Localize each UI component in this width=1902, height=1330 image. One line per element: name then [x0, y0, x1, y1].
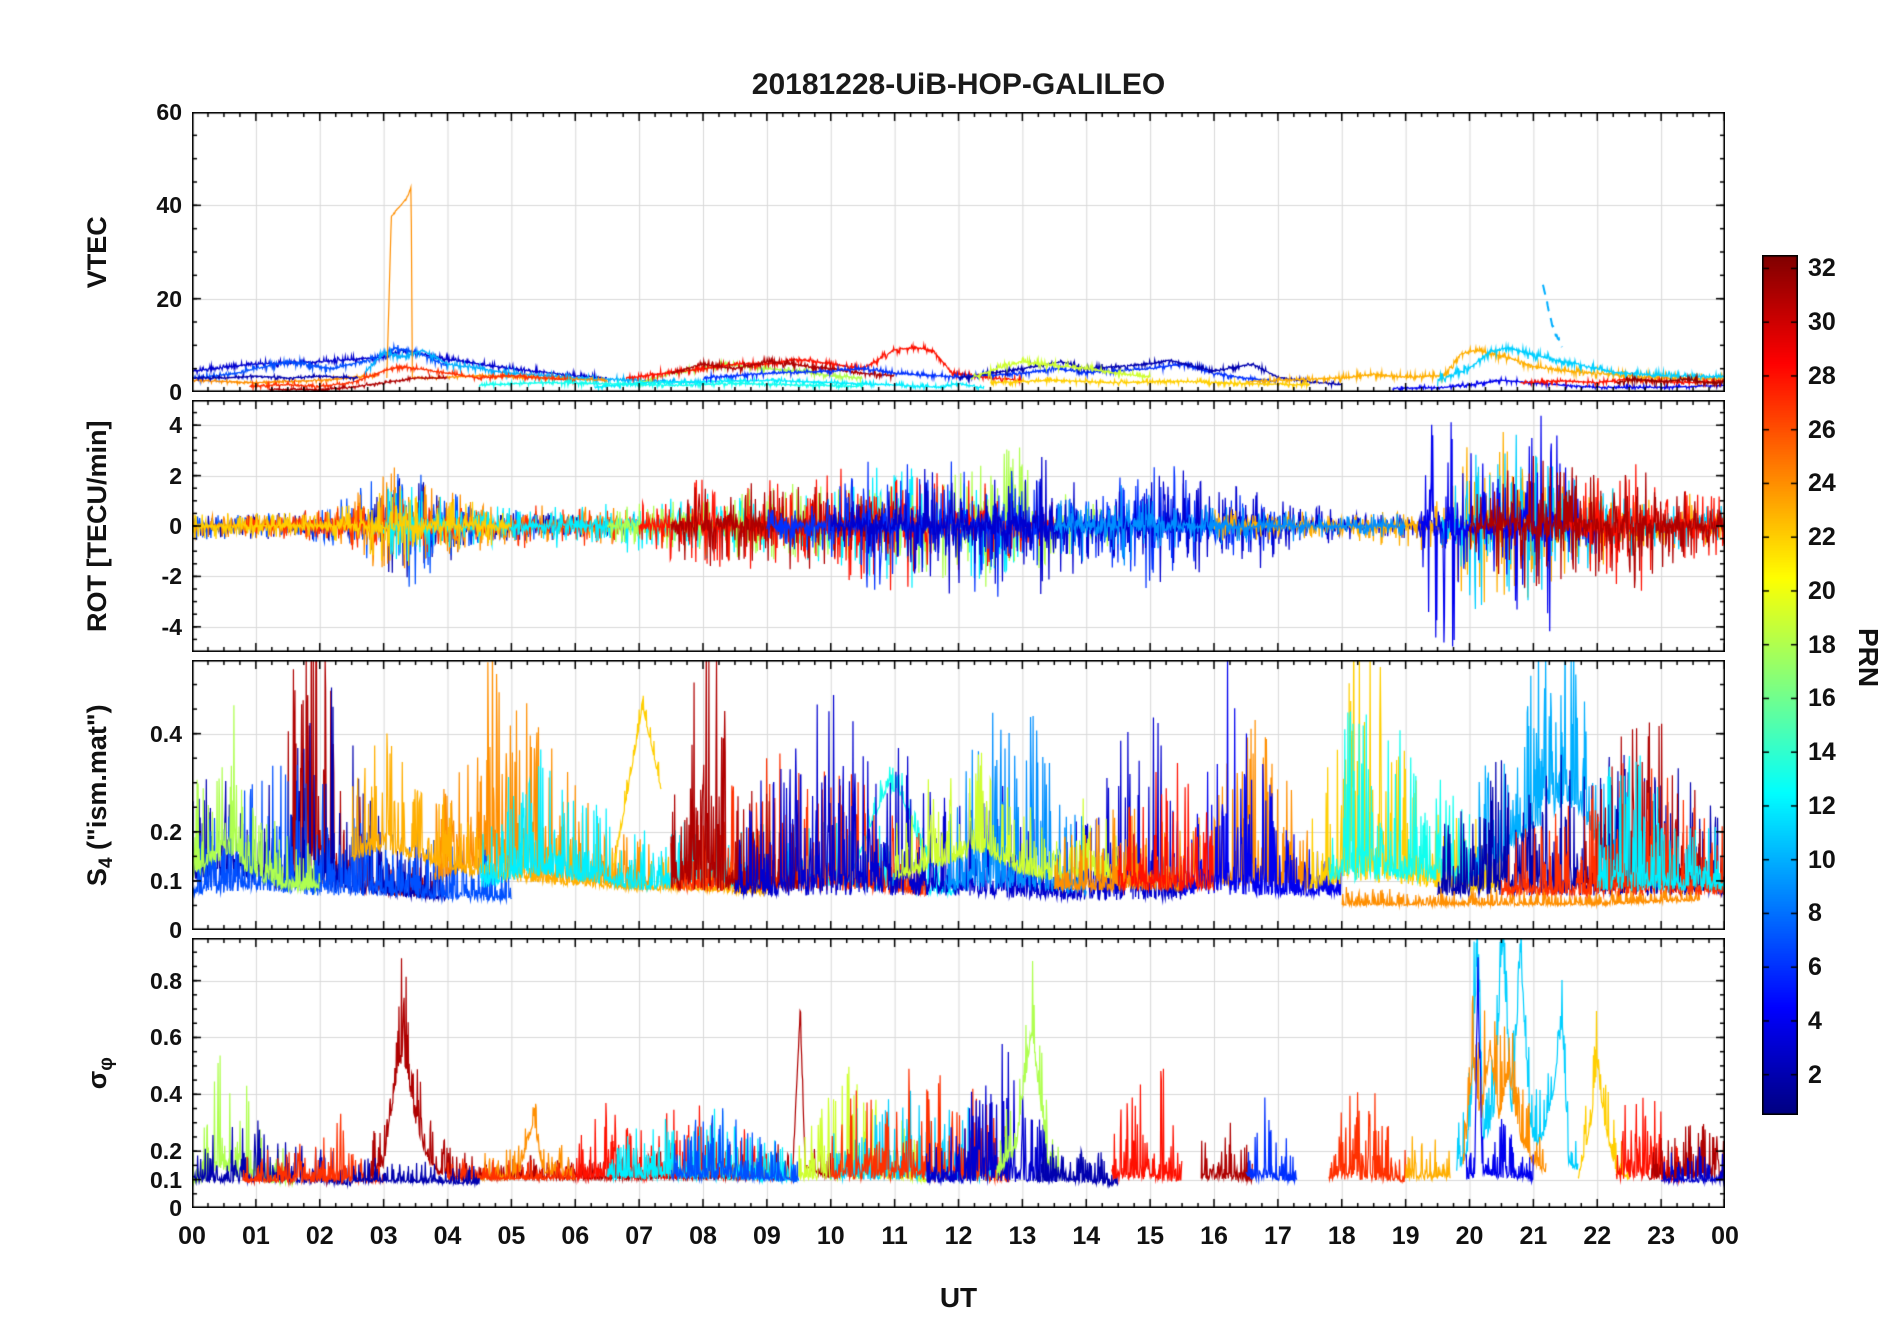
x-tick-label: 14 [1072, 1222, 1101, 1250]
rot-plot-canvas [192, 400, 1725, 652]
y-tick-label: 0.6 [150, 1024, 182, 1051]
colorbar-tick-label: 4 [1808, 1006, 1822, 1035]
y-tick-label: 4 [169, 412, 182, 439]
y-tick-label: 0 [169, 513, 182, 539]
colorbar-tick-label: 8 [1808, 899, 1822, 928]
y-axis-label-text: VTEC [81, 216, 112, 289]
y-tick-label: -4 [161, 613, 182, 640]
colorbar-tick-label: 20 [1808, 576, 1836, 605]
colorbar-tick-label: 10 [1808, 845, 1836, 874]
x-tick-label: 19 [1391, 1222, 1420, 1250]
y-tick-label: 20 [156, 285, 182, 312]
colorbar-tick-label: 32 [1808, 254, 1836, 283]
x-tick-label: 16 [1200, 1222, 1228, 1250]
x-tick-label: 15 [1136, 1222, 1165, 1250]
colorbar-tick-label: 18 [1808, 630, 1836, 659]
y-tick-label: 0 [169, 1195, 182, 1221]
y-tick-label: 0 [169, 379, 182, 405]
y-tick-label: 0 [169, 917, 182, 943]
y-axis-label-sub: φ [96, 1057, 118, 1071]
x-tick-label: 18 [1327, 1222, 1356, 1250]
x-tick-label: 09 [752, 1222, 781, 1250]
y-tick-label: 0.8 [150, 967, 182, 994]
x-tick-label: 02 [305, 1222, 334, 1250]
y-tick-label: 0.1 [150, 1166, 182, 1193]
x-tick-label: 00 [1711, 1222, 1739, 1250]
y-tick-label: 0.2 [150, 1138, 182, 1165]
x-tick-label: 01 [241, 1222, 270, 1250]
x-tick-label: 17 [1263, 1222, 1292, 1250]
x-tick-label: 23 [1647, 1222, 1676, 1250]
x-tick-label: 04 [433, 1222, 462, 1250]
x-tick-label: 12 [944, 1222, 973, 1250]
s4-plot-canvas [192, 660, 1725, 930]
x-tick-label: 21 [1519, 1222, 1548, 1250]
colorbar-tick-label: 28 [1808, 361, 1836, 390]
y-tick-label: 0.4 [150, 720, 182, 747]
x-tick-label: 07 [625, 1222, 654, 1250]
colorbar-tick-label: 26 [1808, 415, 1836, 444]
x-tick-label: 06 [561, 1222, 590, 1250]
x-axis-label: UT [939, 1282, 978, 1313]
y-tick-label: -2 [161, 563, 182, 590]
x-tick-label: 03 [369, 1222, 398, 1250]
chart-title: 20181228-UiB-HOP-GALILEO [751, 68, 1166, 101]
colorbar-tick-label: 16 [1808, 684, 1836, 713]
colorbar-tick-label: 30 [1808, 308, 1836, 337]
colorbar-tick-label: 22 [1808, 523, 1836, 552]
y-tick-label: 60 [156, 99, 182, 125]
colorbar-tick-label: 14 [1808, 738, 1836, 767]
y-tick-label: 0.4 [150, 1081, 182, 1108]
x-tick-label: 11 [881, 1222, 908, 1250]
x-tick-label: 22 [1583, 1222, 1612, 1250]
colorbar-tick-label: 2 [1808, 1060, 1822, 1089]
colorbar-tick-label: 6 [1808, 953, 1822, 982]
colorbar-tick-label: 24 [1808, 469, 1836, 498]
colorbar-label: PRN [1853, 628, 1884, 688]
x-tick-label: 00 [178, 1222, 206, 1250]
vtec-plot-canvas [192, 112, 1725, 392]
x-tick-label: 08 [689, 1222, 717, 1250]
y-tick-label: 0.1 [150, 867, 182, 894]
colorbar [1762, 255, 1798, 1115]
x-tick-label: 20 [1455, 1222, 1484, 1250]
y-tick-label: 40 [156, 192, 182, 219]
x-tick-label: 05 [497, 1222, 526, 1250]
colorbar-tick-label: 12 [1808, 791, 1836, 820]
x-tick-label: 10 [816, 1222, 845, 1250]
x-tick-label: 13 [1008, 1222, 1037, 1250]
y-tick-label: 0.2 [150, 818, 182, 845]
y-tick-label: 2 [169, 462, 182, 489]
sigma-phi-plot-canvas [192, 938, 1725, 1208]
